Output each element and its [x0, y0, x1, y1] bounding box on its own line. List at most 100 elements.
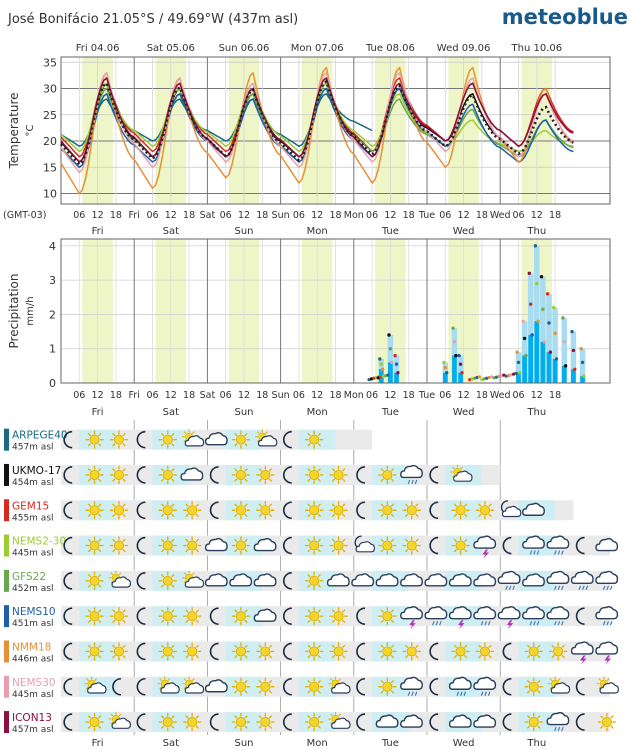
day-footer: Tue — [381, 738, 399, 749]
precip-bar-low — [452, 355, 457, 383]
precip-bar-high — [552, 307, 558, 383]
day-footer: Thu — [526, 738, 546, 749]
day-tick-label: Sun — [272, 210, 290, 221]
sun-icon — [304, 606, 324, 626]
day-tick-label: Mon — [344, 390, 364, 401]
ensemble-mean-line — [60, 79, 574, 167]
sun-icon — [256, 642, 275, 661]
precip-point — [515, 350, 519, 354]
hour-tick-label: 06 — [73, 210, 85, 221]
hour-tick-label: 18 — [476, 390, 488, 401]
precip-point — [562, 340, 566, 344]
model-name: ICON13 — [12, 712, 52, 724]
hour-tick-label: 12 — [92, 390, 104, 401]
y-tick-label: 30 — [43, 83, 57, 96]
model-color-swatch — [4, 569, 9, 592]
precip-bar-low — [580, 376, 585, 383]
hour-tick-label: 06 — [293, 210, 305, 221]
precip-point — [514, 371, 518, 375]
sun-icon — [85, 642, 104, 661]
model-color-swatch — [4, 711, 9, 734]
precip-point — [535, 281, 539, 286]
brand-logo: meteoblue — [502, 5, 628, 29]
sun-icon — [256, 465, 275, 485]
hour-tick-label: 18 — [110, 210, 122, 221]
y-tick-label: 25 — [43, 109, 57, 122]
precip-bar-high — [561, 317, 567, 383]
y-tick-label: 0 — [49, 377, 56, 390]
sun-icon — [158, 465, 177, 485]
sun-icon — [304, 712, 324, 732]
hour-tick-label: 18 — [183, 390, 195, 401]
hour-tick-label: 06 — [146, 210, 158, 221]
precip-bar-high — [521, 321, 528, 383]
day-header: Thu 10.06 — [511, 43, 563, 54]
y-axis-unit: mm/h — [25, 296, 36, 325]
precip-point — [542, 340, 546, 344]
precip-point — [492, 376, 496, 380]
model-elevation: 457m asl — [12, 443, 54, 453]
hour-tick-label: 12 — [384, 390, 396, 401]
precip-point — [457, 353, 461, 358]
day-subheader: Thu — [526, 407, 546, 418]
model-elevation: 455m asl — [12, 513, 54, 523]
sun-icon — [378, 536, 397, 555]
precip-point — [533, 244, 538, 248]
precip-point — [571, 348, 576, 353]
precip-point — [379, 375, 383, 379]
sun-icon — [109, 501, 129, 520]
series-line-ukmo-17 — [60, 82, 501, 163]
precip-point — [482, 377, 486, 381]
precip-point — [547, 321, 551, 325]
sun-icon — [231, 536, 251, 555]
precip-point — [388, 347, 393, 351]
location-coords: 21.05°S / 49.69°W (437m asl) — [103, 12, 298, 27]
temperature-chart: 10 15 20 25 30 35 Temperature °C Fri 04.06 Sat 05… — [3, 43, 611, 237]
precip-point — [509, 373, 513, 377]
precip-bar-low — [394, 372, 399, 383]
day-tick-label: Tue — [418, 390, 435, 401]
precip-bar-low — [516, 372, 521, 383]
sun-icon — [256, 712, 275, 732]
precip-point — [563, 364, 568, 368]
sun-icon — [304, 677, 324, 696]
sun-icon — [182, 642, 202, 661]
hour-tick-label: 18 — [256, 210, 268, 221]
sun-icon — [451, 536, 470, 555]
hour-tick-label: 06 — [439, 390, 451, 401]
sun-icon — [182, 501, 202, 520]
day-subheader: Sat — [163, 226, 179, 237]
precip-point — [379, 362, 383, 366]
sun-icon — [231, 465, 251, 485]
day-header: Sat 05.06 — [147, 43, 195, 54]
precip-point — [458, 362, 463, 366]
sun-icon — [304, 536, 324, 555]
day-subheader: Sun — [234, 226, 253, 237]
precip-bar-low — [522, 355, 527, 383]
precip-point — [545, 292, 550, 296]
precip-bar-low — [540, 341, 546, 383]
hour-tick-label: 06 — [512, 210, 524, 221]
hour-tick-label: 18 — [329, 390, 341, 401]
precip-point — [445, 371, 449, 375]
precip-point — [529, 302, 533, 306]
day-tick-label: Fri — [129, 390, 140, 401]
y-tick-label: 10 — [43, 188, 57, 201]
day-subheader: Sat — [163, 407, 179, 418]
hour-tick-label: 18 — [183, 210, 195, 221]
precip-point — [548, 350, 553, 354]
precip-bar-high — [546, 293, 552, 383]
sun-icon — [304, 571, 324, 591]
precip-point — [516, 360, 521, 365]
hour-tick-label: 18 — [256, 390, 268, 401]
precip-point — [480, 377, 484, 382]
precip-bar-high — [387, 335, 394, 383]
model-elevation: 452m asl — [12, 584, 54, 594]
y-axis-label: Temperature — [7, 92, 21, 169]
precip-point — [372, 376, 376, 380]
day-tick-label: Sat — [200, 390, 216, 401]
hour-tick-label: 06 — [439, 210, 451, 221]
precip-bar-high — [515, 352, 522, 383]
day-footer: Fri — [92, 738, 104, 749]
